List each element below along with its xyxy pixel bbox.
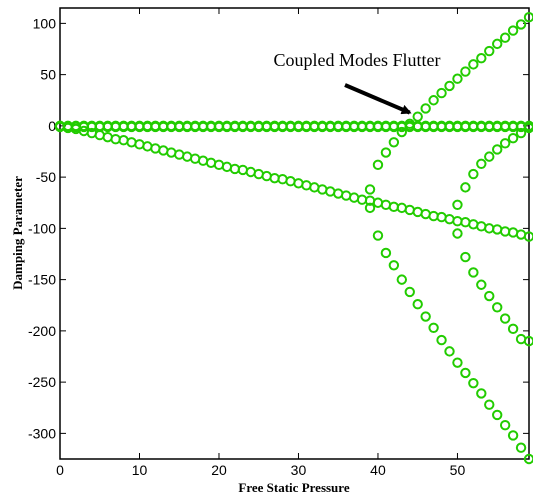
data-point-series-6 [523, 122, 533, 134]
data-point-series-5 [364, 202, 376, 214]
data-point-series-4 [364, 184, 376, 195]
data-point-series-6 [499, 138, 511, 149]
x-axis-label: Free Static Pressure [238, 480, 349, 495]
data-point-series-4 [523, 12, 533, 23]
data-point-series-5 [484, 399, 495, 410]
plot-frame [59, 7, 530, 460]
data-point-series-4 [499, 32, 511, 43]
data-point-series-5 [420, 311, 431, 322]
data-point-series-4 [388, 137, 400, 148]
data-point-series-4 [507, 25, 519, 36]
x-tick-label: 40 [370, 462, 386, 478]
data-point-series-5 [372, 230, 384, 241]
x-tick-label: 10 [132, 462, 148, 478]
data-point-series-6 [476, 158, 487, 170]
y-tick-label: -300 [28, 425, 56, 441]
y-tick-label: 50 [40, 67, 56, 83]
data-point-series-5 [476, 388, 487, 399]
data-point-series-4 [436, 87, 447, 99]
data-point-series-7 [484, 290, 495, 302]
data-point-series-4 [444, 80, 455, 92]
data-point-series-7 [523, 335, 533, 347]
data-point-series-4 [428, 95, 439, 106]
y-tick-label: -150 [28, 272, 56, 288]
annotations: Coupled Modes Flutter [274, 50, 441, 115]
y-tick-label: 100 [33, 15, 57, 31]
data-point-series-5 [515, 442, 527, 453]
y-tick-label: -200 [28, 323, 56, 339]
x-tick-label: 20 [211, 462, 227, 478]
data-point-series-6 [515, 127, 527, 139]
x-tick-label: 50 [450, 462, 466, 478]
x-tick-label: 0 [56, 462, 64, 478]
data-point-series-4 [372, 159, 384, 171]
data-point-series-5 [428, 322, 439, 333]
data-point-series-5 [468, 377, 479, 389]
data-point-series-5 [412, 299, 423, 310]
data-point-series-4 [492, 38, 503, 50]
y-axis-ticks: 100 50 0 -50 -100 -150 -200 -250 -300 [28, 15, 529, 441]
data-point-series-4 [515, 19, 527, 30]
y-tick-label: -100 [28, 220, 56, 236]
data-point-series-7 [452, 228, 463, 239]
data-point-series-1 [523, 231, 533, 242]
data-point-series-5 [460, 367, 471, 379]
data-point-series-4 [484, 45, 495, 57]
x-tick-label: 30 [291, 462, 307, 478]
data-point-series-7 [507, 323, 519, 335]
data-point-series-4 [460, 66, 471, 77]
data-point-series-5 [523, 453, 533, 465]
data-point-series-5 [507, 430, 519, 441]
data-point-series-4 [412, 111, 423, 122]
data-point-series-7 [492, 302, 503, 313]
data-point-series-4 [404, 118, 415, 130]
data-point-series-6 [507, 132, 519, 144]
data-point-series-5 [436, 334, 447, 346]
data-point-series-7 [460, 251, 471, 263]
data-point-series-5 [388, 260, 400, 271]
data-point-series-5 [444, 346, 455, 357]
data-point-series-4 [476, 53, 487, 64]
y-tick-label: -50 [36, 169, 56, 185]
data-point-series-6 [460, 182, 471, 193]
data-points [54, 12, 533, 465]
data-point-series-7 [468, 267, 479, 278]
data-point-series-4 [468, 59, 479, 70]
y-tick-label: 0 [48, 118, 56, 134]
y-tick-label: -250 [28, 374, 56, 390]
y-axis-label: Damping Parameter [10, 176, 25, 290]
data-point-series-5 [396, 274, 408, 285]
data-point-series-7 [499, 313, 511, 324]
data-point-series-4 [396, 126, 408, 138]
data-point-series-4 [420, 103, 431, 114]
data-point-series-6 [484, 151, 495, 162]
data-point-series-5 [380, 247, 392, 259]
data-point-series-4 [452, 73, 463, 84]
data-point-series-5 [452, 357, 463, 368]
x-axis-ticks: 0 10 20 30 40 50 [56, 8, 465, 478]
data-point-series-7 [476, 279, 487, 290]
data-point-series-6 [492, 144, 503, 155]
annotation-arrow [344, 83, 412, 115]
data-point-series-4 [380, 147, 392, 158]
annotation-label: Coupled Modes Flutter [274, 50, 441, 70]
data-point-series-5 [404, 286, 415, 298]
data-point-series-5 [492, 409, 503, 421]
data-point-series-6 [468, 168, 479, 180]
data-point-series-5 [499, 419, 511, 431]
data-point-series-6 [452, 199, 463, 211]
